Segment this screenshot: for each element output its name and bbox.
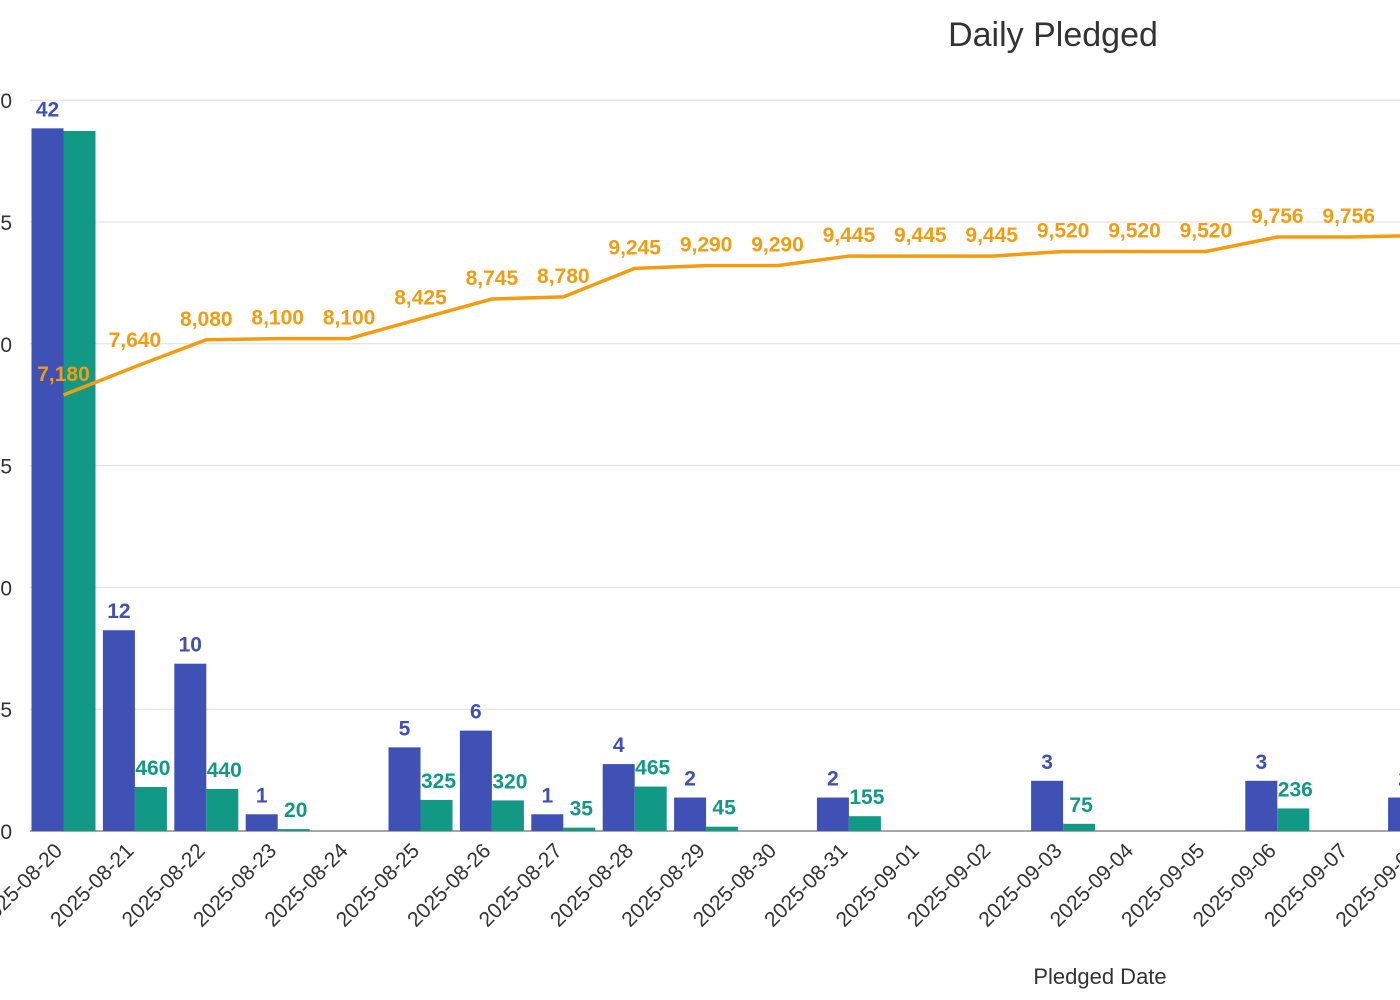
y-tick-label: 5 (0, 699, 12, 722)
amount-data-label: 460 (135, 757, 170, 780)
count-data-label: 1 (541, 784, 553, 807)
cumulative-data-label: 8,100 (251, 307, 304, 330)
cumulative-data-label: 9,756 (1251, 205, 1304, 228)
count-bar (245, 814, 278, 831)
count-bar (459, 730, 492, 831)
count-data-label: 5 (399, 717, 411, 740)
cumulative-data-label: 8,425 (394, 287, 447, 310)
count-data-label: 6 (470, 701, 482, 724)
cumulative-data-label: 9,520 (1180, 219, 1233, 242)
count-bar (602, 764, 635, 831)
cumulative-data-label: 9,445 (894, 224, 947, 247)
y-tick-label: 5 (0, 212, 12, 235)
count-bar (31, 128, 64, 832)
amount-bar (420, 799, 453, 831)
count-data-label: 2 (1398, 768, 1400, 791)
count-bar (1245, 780, 1278, 831)
amount-bar (206, 788, 239, 831)
cumulative-data-label: 9,520 (1037, 219, 1090, 242)
chart-title: Daily Pledged (948, 16, 1158, 54)
amount-bar (1063, 823, 1096, 831)
count-bar (174, 663, 207, 831)
count-data-label: 4 (613, 734, 625, 757)
count-data-label: 10 (179, 634, 202, 657)
amount-data-label: 440 (207, 759, 242, 782)
count-data-label: 2 (827, 768, 839, 791)
y-tick-label: 0 (0, 334, 12, 357)
count-data-label: 12 (107, 600, 130, 623)
count-bar (674, 797, 707, 831)
count-data-label: 3 (1041, 751, 1053, 774)
amount-bar (563, 827, 596, 831)
amount-bar (134, 787, 167, 831)
amount-data-label: 75 (1069, 794, 1093, 817)
count-bar (1388, 797, 1400, 831)
cumulative-data-label: 9,290 (751, 234, 804, 257)
count-data-label: 3 (1255, 751, 1267, 774)
y-tick-label: 0 (0, 577, 12, 600)
cumulative-line (62, 234, 1400, 397)
count-bar (816, 797, 849, 831)
amount-data-label: 325 (421, 770, 456, 793)
count-bar (388, 747, 421, 831)
amount-bar (848, 816, 881, 831)
amount-bar (491, 800, 524, 831)
x-axis-label: Pledged Date (1033, 964, 1167, 989)
amount-bar (634, 786, 667, 831)
cumulative-data-label: 7,180 (37, 363, 90, 386)
cumulative-data-label: 9,245 (608, 236, 661, 259)
count-data-label: 1 (256, 784, 268, 807)
cumulative-data-label: 9,445 (823, 224, 876, 247)
amount-data-label: 35 (570, 798, 594, 821)
cumulative-data-label: 7,640 (109, 329, 162, 352)
y-tick-label: 0 (0, 821, 12, 844)
amount-data-label: 320 (492, 770, 527, 793)
cumulative-data-label: 9,290 (680, 234, 733, 257)
count-data-label: 2 (684, 768, 696, 791)
cumulative-data-label: 8,100 (323, 307, 376, 330)
amount-bar (277, 829, 310, 831)
amount-bar (63, 131, 96, 831)
amount-data-label: 45 (712, 797, 736, 820)
y-tick-label: 5 (0, 456, 12, 479)
count-bar (1031, 780, 1064, 831)
y-tick-label: 0 (0, 90, 12, 113)
amount-data-label: 155 (849, 786, 884, 809)
cumulative-data-label: 9,445 (965, 224, 1018, 247)
count-data-label: 42 (36, 98, 59, 121)
amount-bar (1277, 808, 1310, 831)
amount-data-label: 20 (284, 799, 307, 822)
amount-data-label: 236 (1278, 778, 1313, 801)
count-bar (102, 630, 135, 831)
cumulative-data-label: 8,780 (537, 265, 590, 288)
count-bar (531, 814, 564, 831)
cumulative-data-label: 8,745 (466, 267, 519, 290)
amount-data-label: 465 (635, 757, 670, 780)
cumulative-data-label: 8,080 (180, 308, 233, 331)
cumulative-data-label: 9,520 (1108, 219, 1161, 242)
amount-bar (706, 826, 739, 831)
cumulative-data-label: 9,756 (1322, 205, 1375, 228)
